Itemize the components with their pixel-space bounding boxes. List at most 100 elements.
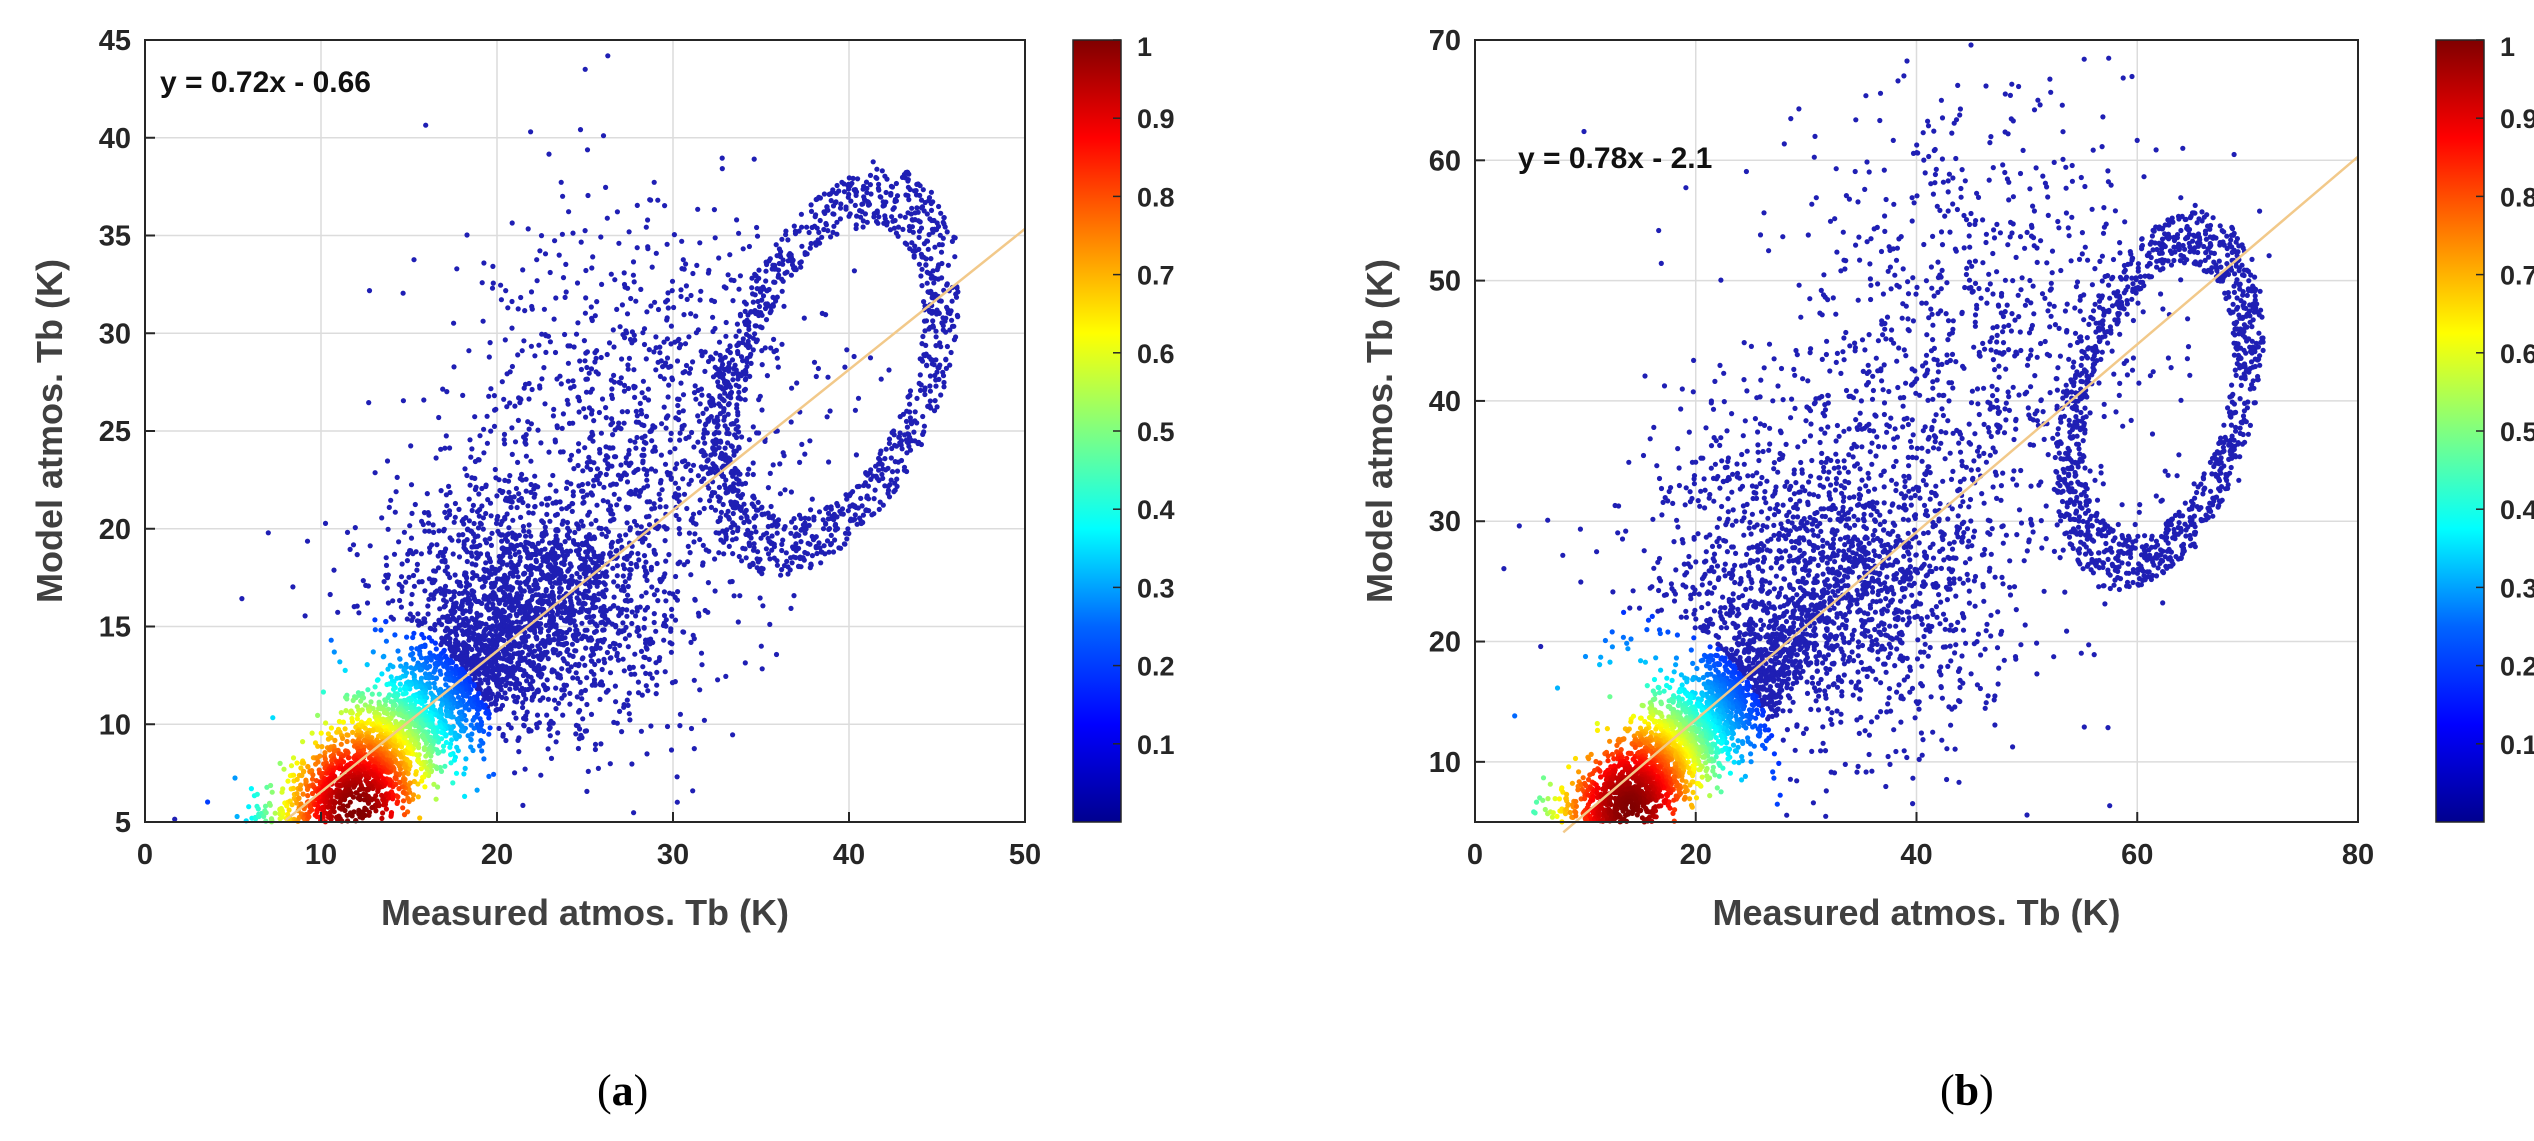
scatter-point	[661, 637, 667, 643]
scatter-point	[609, 386, 615, 392]
scatter-point	[638, 524, 644, 530]
scatter-point	[555, 674, 561, 680]
scatter-point	[571, 344, 577, 350]
scatter-point	[695, 206, 701, 212]
scatter-point	[633, 445, 639, 451]
scatter-point	[410, 551, 416, 557]
scatter-point	[647, 197, 653, 203]
scatter-point	[447, 744, 453, 750]
scatter-point	[631, 385, 637, 391]
scatter-point	[634, 628, 640, 635]
scatter-point	[621, 388, 628, 394]
scatter-point	[388, 497, 394, 503]
scatter-point	[742, 377, 749, 383]
scatter-point	[715, 494, 721, 500]
scatter-point	[573, 548, 580, 554]
scatter-point	[607, 655, 613, 661]
scatter-point	[611, 719, 617, 726]
scatter-point	[734, 405, 740, 411]
scatter-point	[690, 632, 696, 638]
scatter-point	[667, 640, 673, 646]
scatter-point	[578, 366, 585, 373]
scatter-point	[689, 429, 695, 436]
scatter-point	[926, 232, 932, 238]
scatter-point	[523, 441, 529, 447]
scatter-point	[635, 530, 641, 536]
scatter-point	[380, 654, 386, 660]
scatter-point	[723, 512, 729, 518]
scatter-point	[435, 553, 441, 559]
scatter-point	[721, 284, 727, 290]
scatter-point	[654, 587, 660, 593]
scatter-point	[821, 226, 827, 233]
scatter-point	[700, 542, 706, 549]
scatter-point	[616, 496, 622, 502]
scatter-point	[366, 288, 373, 294]
scatter-point	[441, 528, 447, 534]
scatter-point	[523, 540, 529, 546]
scatter-point	[611, 454, 618, 460]
scatter-point	[368, 699, 374, 705]
scatter-point	[344, 529, 351, 536]
scatter-point	[537, 697, 543, 703]
scatter-point	[526, 396, 532, 402]
scatter-point	[735, 481, 742, 487]
scatter-point	[385, 600, 391, 606]
scatter-point	[690, 270, 696, 277]
scatter-point	[857, 208, 863, 214]
scatter-point	[507, 686, 513, 692]
scatter-point	[933, 383, 939, 389]
scatter-point	[806, 229, 812, 236]
scatter-point	[584, 464, 590, 470]
scatter-point	[890, 218, 896, 224]
scatter-point	[442, 509, 448, 515]
scatter-point	[469, 507, 475, 514]
scatter-point	[552, 580, 558, 586]
scatter-point	[634, 202, 640, 208]
scatter-point	[584, 364, 590, 371]
scatter-point	[512, 551, 518, 558]
scatter-point	[842, 530, 849, 536]
scatter-point	[448, 752, 454, 758]
scatter-point	[601, 484, 607, 490]
scatter-point	[526, 426, 532, 432]
scatter-point	[582, 627, 588, 633]
scatter-point	[629, 761, 635, 767]
scatter-point	[918, 205, 925, 211]
scatter-point	[751, 541, 757, 547]
scatter-point	[641, 625, 647, 631]
scatter-point	[792, 533, 798, 539]
scatter-point	[636, 633, 642, 639]
scatter-point	[395, 648, 401, 654]
scatter-point	[788, 272, 795, 278]
scatter-point	[438, 488, 444, 494]
scatter-point	[643, 559, 649, 565]
scatter-point	[823, 506, 829, 512]
scatter-point	[504, 371, 510, 377]
scatter-point	[662, 461, 669, 467]
scatter-point	[592, 350, 598, 356]
scatter-point	[680, 629, 686, 635]
scatter-point	[302, 613, 308, 619]
scatter-point	[550, 500, 556, 506]
scatter-point	[526, 510, 532, 516]
scatter-point	[540, 682, 547, 688]
scatter-point	[629, 620, 635, 627]
scatter-point	[572, 529, 578, 536]
scatter-point	[315, 712, 321, 719]
scatter-point	[661, 404, 667, 410]
scatter-point	[621, 704, 627, 710]
scatter-point	[477, 743, 483, 749]
scatter-point	[830, 549, 837, 555]
scatter-point	[521, 338, 527, 344]
scatter-point	[542, 524, 548, 530]
scatter-point	[574, 570, 580, 577]
scatter-point	[521, 385, 527, 391]
scatter-point	[735, 528, 741, 534]
scatter-point	[510, 534, 516, 540]
scatter-point	[625, 366, 631, 372]
scatter-point	[538, 440, 544, 446]
scatter-point	[750, 291, 756, 297]
scatter-point	[863, 507, 869, 514]
scatter-point	[462, 466, 468, 472]
